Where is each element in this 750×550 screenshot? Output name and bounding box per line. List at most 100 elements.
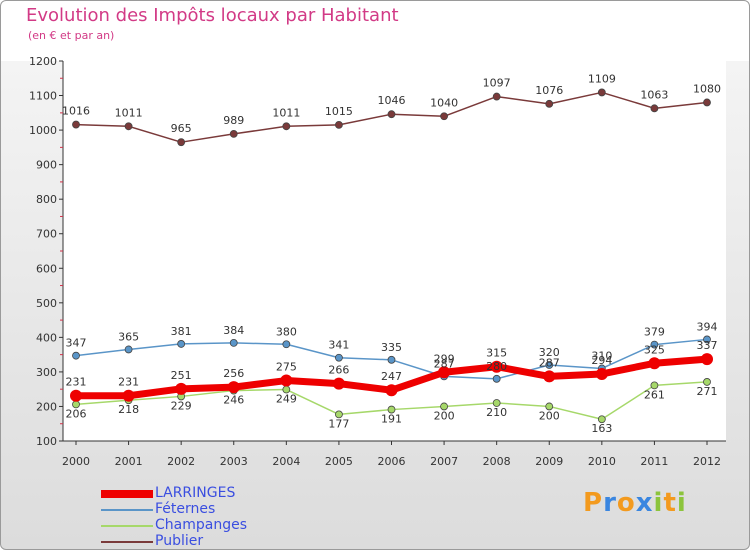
x-tick-label: 2006 (378, 455, 406, 468)
chart-subtitle: (en € et par an) (28, 29, 115, 42)
x-tick-label: 2009 (535, 455, 563, 468)
y-tick-label: 900 (36, 159, 57, 172)
logo-letter: t (663, 488, 677, 518)
data-point-larringes (490, 360, 503, 373)
data-point-champanges (387, 405, 396, 414)
data-point-champanges (650, 381, 659, 390)
data-label-champanges: 163 (591, 422, 612, 435)
data-point-larringes (543, 370, 556, 383)
data-point-feternes (492, 374, 501, 383)
data-label-feternes: 365 (118, 330, 139, 343)
data-point-larringes (280, 374, 293, 387)
data-point-feternes (282, 340, 291, 349)
data-label-champanges: 177 (328, 417, 349, 430)
data-point-publier (650, 104, 659, 113)
data-label-larringes: 325 (644, 343, 665, 356)
data-point-publier (282, 122, 291, 131)
data-label-champanges: 271 (697, 385, 718, 398)
y-tick-label: 200 (36, 400, 57, 413)
data-point-feternes (387, 355, 396, 364)
x-tick-label: 2005 (325, 455, 353, 468)
data-point-publier (597, 88, 606, 97)
y-tick-label: 1000 (29, 124, 57, 137)
x-tick-label: 2001 (115, 455, 143, 468)
data-label-larringes: 294 (591, 354, 612, 367)
data-label-publier: 1015 (325, 105, 353, 118)
data-label-larringes: 251 (171, 369, 192, 382)
data-point-publier (440, 112, 448, 121)
data-label-publier: 965 (171, 122, 192, 135)
data-point-publier (177, 138, 186, 147)
data-label-publier: 1011 (115, 106, 143, 119)
data-point-larringes (385, 384, 398, 397)
data-label-feternes: 379 (644, 326, 665, 339)
data-point-publier (703, 98, 711, 107)
data-label-feternes: 381 (171, 325, 192, 338)
x-tick-label: 2008 (483, 455, 511, 468)
data-label-champanges: 261 (644, 388, 665, 401)
data-label-champanges: 249 (276, 393, 297, 406)
data-label-feternes: 320 (539, 346, 560, 359)
data-label-publier: 989 (223, 114, 244, 127)
data-point-feternes (229, 338, 238, 347)
data-label-larringes: 287 (539, 356, 560, 369)
data-point-larringes (438, 366, 451, 379)
data-label-larringes: 256 (223, 367, 244, 380)
data-point-larringes (648, 357, 661, 370)
data-point-larringes (227, 381, 240, 394)
data-label-publier: 1016 (62, 105, 90, 118)
data-point-champanges (335, 410, 343, 419)
y-tick-label: 500 (36, 297, 57, 310)
data-label-publier: 1011 (272, 106, 300, 119)
data-point-feternes (177, 340, 186, 348)
legend-swatch (101, 509, 153, 511)
data-label-publier: 1080 (693, 82, 721, 95)
data-label-larringes: 275 (276, 361, 297, 374)
data-point-champanges (440, 402, 448, 411)
x-tick-label: 2010 (588, 455, 616, 468)
x-tick-label: 2012 (693, 455, 721, 468)
data-point-publier (545, 99, 554, 108)
data-point-larringes (595, 367, 608, 380)
data-label-publier: 1109 (588, 72, 616, 85)
x-tick-label: 2002 (167, 455, 195, 468)
data-label-feternes: 341 (328, 339, 349, 352)
x-tick-label: 2003 (220, 455, 248, 468)
data-label-publier: 1046 (378, 94, 406, 107)
data-label-larringes: 231 (118, 376, 139, 389)
data-label-larringes: 266 (328, 364, 349, 377)
data-point-publier (387, 110, 396, 119)
proxiti-logo: Proxiti (583, 488, 687, 518)
y-tick-label: 700 (36, 228, 57, 241)
data-label-feternes: 335 (381, 341, 402, 354)
data-label-feternes: 310 (591, 349, 612, 362)
data-label-feternes: 384 (223, 324, 244, 337)
data-label-champanges: 246 (223, 394, 244, 407)
data-point-publier (335, 121, 343, 129)
data-label-larringes: 337 (697, 339, 718, 352)
data-point-publier (72, 120, 80, 129)
legend-swatch (101, 525, 153, 527)
data-label-champanges: 206 (66, 407, 87, 420)
data-label-champanges: 200 (539, 409, 560, 422)
data-point-larringes (70, 389, 82, 402)
logo-letter: i (676, 488, 687, 518)
data-point-larringes (332, 377, 345, 390)
data-point-feternes (72, 351, 80, 360)
data-label-publier: 1040 (430, 96, 458, 109)
data-point-larringes (701, 353, 713, 366)
data-label-publier: 1097 (483, 77, 511, 90)
logo-letter: P (583, 488, 604, 518)
y-tick-label: 800 (36, 193, 57, 206)
data-point-publier (492, 92, 501, 101)
data-point-champanges (545, 402, 554, 411)
data-point-champanges (703, 378, 711, 386)
y-tick-label: 100 (36, 435, 57, 448)
x-tick-label: 2011 (640, 455, 668, 468)
data-label-larringes: 247 (381, 370, 402, 383)
data-point-champanges (492, 399, 501, 407)
data-point-publier (229, 129, 238, 138)
data-point-publier (124, 122, 133, 131)
data-label-feternes: 347 (66, 337, 87, 350)
data-point-larringes (122, 389, 135, 402)
